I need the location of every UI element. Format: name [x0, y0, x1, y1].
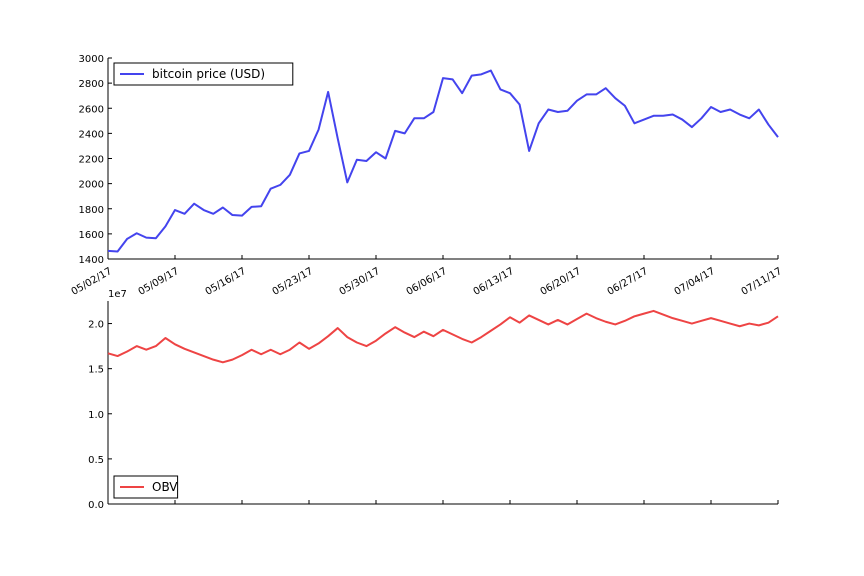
y-tick-label: 1400	[79, 255, 104, 266]
legend-box	[113, 475, 179, 499]
price-panel: 1400 1600 1800 2000 2200 2400 2600 2800 3000 05/0…	[70, 54, 784, 298]
series-line-bitcoin-price	[107, 69, 779, 253]
y-tick-label: 1600	[79, 230, 104, 241]
legend-label: bitcoin price (USD)	[152, 67, 265, 81]
legend-box	[113, 62, 294, 86]
y-tick-label: 2800	[79, 79, 104, 90]
y-tick-label: 3000	[79, 54, 104, 65]
obv-panel: 0.0 0.5 1.0 1.5 2.0 1e7 OBV	[88, 289, 779, 511]
x-tick-label: 06/20/17	[539, 266, 583, 298]
y-tick-label: 2000	[79, 180, 104, 191]
legend: OBV	[113, 475, 179, 499]
y-offset-label: 1e7	[108, 289, 127, 300]
y-tick-label: 0.5	[88, 455, 104, 466]
legend-label: OBV	[152, 480, 178, 494]
y-tick-label: 2600	[79, 104, 104, 115]
x-tick-label: 05/09/17	[137, 266, 181, 298]
x-tick-label: 07/04/17	[673, 266, 717, 298]
y-tick-label: 2400	[79, 129, 104, 140]
legend: bitcoin price (USD)	[113, 62, 294, 86]
x-tick-label: 05/23/17	[271, 266, 315, 298]
y-tick-label: 1.5	[88, 365, 104, 376]
x-tick-label: 06/13/17	[472, 266, 516, 298]
x-tick-label: 05/30/17	[338, 266, 382, 298]
y-tick-label: 2.0	[88, 320, 104, 331]
y-tick-label: 1.0	[88, 410, 104, 421]
y-tick-label: 2200	[79, 155, 104, 166]
y-tick-label: 1800	[79, 205, 104, 216]
x-tick-label: 07/11/17	[740, 266, 784, 298]
x-tick-label: 05/16/17	[204, 266, 248, 298]
x-tick-label: 06/27/17	[606, 266, 650, 298]
y-tick-label: 0.0	[88, 500, 104, 511]
series-line-obv	[107, 309, 779, 364]
x-tick-label: 06/06/17	[405, 266, 449, 298]
